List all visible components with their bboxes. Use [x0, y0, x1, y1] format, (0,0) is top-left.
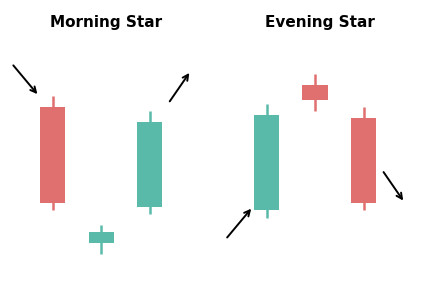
Bar [254, 115, 279, 210]
Title: Evening Star: Evening Star [265, 15, 375, 30]
Bar [40, 107, 65, 203]
Bar [137, 122, 162, 206]
Bar [89, 232, 114, 243]
Title: Morning Star: Morning Star [50, 15, 162, 30]
Bar [351, 118, 376, 203]
Bar [302, 85, 328, 100]
